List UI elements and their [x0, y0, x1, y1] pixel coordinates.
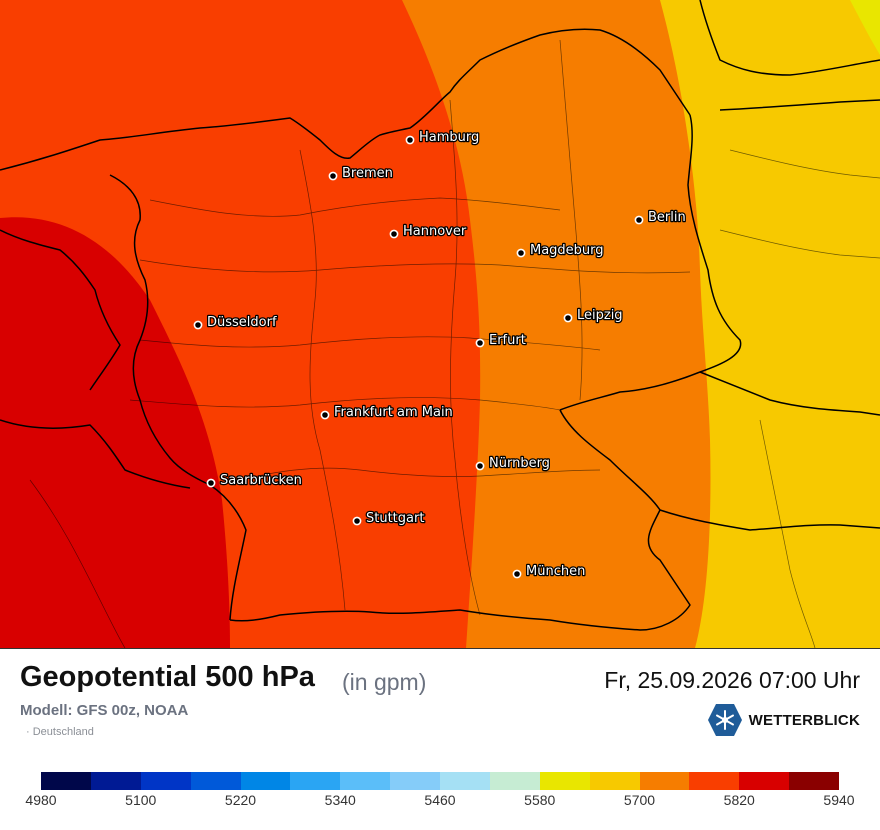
city-label-erfurt: Erfurt: [489, 333, 526, 348]
city-marker-magdeburg: [516, 248, 526, 258]
band-5820: [0, 217, 230, 648]
city-marker-munchen: [512, 569, 522, 579]
legend-tick-label: 5820: [723, 792, 755, 808]
legend-swatch: [41, 772, 91, 790]
legend-swatch: [240, 772, 291, 790]
city-marker-frankfurt-am-main: [320, 410, 330, 420]
legend-tick-label: 5220: [224, 792, 257, 808]
legend-swatch: [689, 772, 740, 790]
legend-swatch: [340, 772, 391, 790]
city-marker-bremen: [328, 171, 338, 181]
forecast-datetime: Fr, 25.09.2026 07:00 Uhr: [604, 667, 860, 693]
city-label-saarbrucken: Saarbrücken: [220, 473, 302, 488]
city-label-dusseldorf: Düsseldorf: [207, 315, 277, 330]
unit-label: (in gpm): [342, 669, 427, 695]
city-label-stuttgart: Stuttgart: [366, 511, 424, 526]
city-marker-dusseldorf: [193, 320, 203, 330]
legend-swatch: [589, 772, 640, 790]
city-marker-stuttgart: [352, 516, 362, 526]
legend-swatch: [290, 772, 341, 790]
city-marker-erfurt: [475, 338, 485, 348]
map-title: Geopotential 500 hPa: [20, 661, 315, 693]
city-label-frankfurt-am-main: Frankfurt am Main: [334, 405, 453, 420]
legend-tick-label: 5100: [125, 792, 157, 808]
legend-swatch: [639, 772, 690, 790]
color-scale-legend: [41, 772, 839, 790]
brand-logo[interactable]: WETTERBLICK: [707, 703, 860, 737]
legend-swatch: [390, 772, 440, 790]
city-label-magdeburg: Magdeburg: [530, 243, 604, 258]
band-5640: [660, 0, 880, 648]
city-marker-saarbrucken: [206, 478, 216, 488]
city-marker-nurnberg: [475, 461, 485, 471]
city-label-hamburg: Hamburg: [419, 130, 479, 145]
city-marker-hannover: [389, 229, 399, 239]
city-label-leipzig: Leipzig: [577, 308, 623, 323]
legend-swatch: [440, 772, 490, 790]
city-label-nurnberg: Nürnberg: [489, 456, 550, 471]
legend-tick-label: 5460: [424, 792, 456, 808]
city-marker-hamburg: [405, 135, 415, 145]
legend-ticks: 4980 5100 5220 5340 5460 5580 5700 5820 5940: [0, 792, 880, 812]
city-markers: Hamburg Bremen Berlin Hannover Magdeburg Düss…: [193, 129, 687, 580]
legend-swatch: [190, 772, 241, 790]
legend-swatch: [90, 772, 141, 790]
city-marker-leipzig: [563, 313, 573, 323]
legend-tick-label: 5340: [324, 792, 356, 808]
country-borders: [0, 0, 880, 631]
legend-swatch: [489, 772, 540, 790]
city-label-hannover: Hannover: [403, 224, 467, 239]
city-marker-berlin: [634, 215, 644, 225]
band-5580: [850, 0, 880, 55]
snowflake-hexagon-icon: [707, 704, 742, 736]
geopotential-map: Hamburg Bremen Berlin Hannover Magdeburg Düss…: [0, 0, 880, 648]
city-label-berlin: Berlin: [648, 210, 686, 225]
legend-tick-label: 5940: [823, 792, 855, 808]
model-info: Modell: GFS 00z, NOAA: [20, 702, 189, 719]
brand-name: WETTERBLICK: [748, 711, 860, 729]
region-label: · Deutschland: [26, 726, 94, 738]
legend-swatch: [789, 772, 839, 790]
legend-tick-label: 4980: [25, 792, 57, 808]
legend-swatch: [140, 772, 191, 790]
legend-swatch: [539, 772, 590, 790]
city-label-munchen: München: [526, 564, 585, 579]
state-borders: [29, 39, 880, 648]
legend-tick-label: 5700: [623, 792, 656, 808]
legend-swatch: [739, 772, 790, 790]
city-label-bremen: Bremen: [342, 166, 393, 181]
legend-tick-label: 5580: [524, 792, 556, 808]
info-panel: Geopotential 500 hPa (in gpm) Fr, 25.09.…: [0, 648, 880, 830]
